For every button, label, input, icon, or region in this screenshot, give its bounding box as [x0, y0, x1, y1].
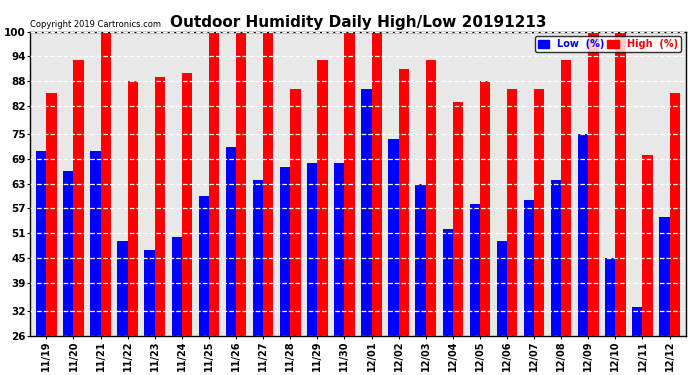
Bar — [199, 196, 209, 336]
Bar — [669, 93, 680, 336]
Bar — [236, 32, 246, 336]
Bar — [561, 60, 571, 336]
Bar — [344, 32, 355, 336]
Bar — [117, 242, 128, 336]
Bar — [589, 32, 599, 336]
Bar — [63, 171, 73, 336]
Bar — [371, 32, 382, 336]
Bar — [497, 242, 507, 336]
Bar — [524, 200, 534, 336]
Bar — [307, 163, 317, 336]
Bar — [470, 204, 480, 336]
Bar — [46, 93, 57, 336]
Bar — [642, 155, 653, 336]
Bar — [453, 102, 463, 336]
Bar — [605, 258, 615, 336]
Bar — [361, 89, 371, 336]
Bar — [442, 229, 453, 336]
Bar — [36, 151, 46, 336]
Bar — [182, 73, 192, 336]
Bar — [399, 69, 409, 336]
Bar — [551, 180, 561, 336]
Bar — [290, 89, 301, 336]
Bar — [388, 138, 399, 336]
Bar — [101, 32, 111, 336]
Bar — [426, 60, 436, 336]
Bar — [534, 89, 544, 336]
Text: Copyright 2019 Cartronics.com: Copyright 2019 Cartronics.com — [30, 20, 161, 28]
Bar — [73, 60, 83, 336]
Bar — [480, 81, 490, 336]
Bar — [263, 32, 273, 336]
Bar — [155, 77, 165, 336]
Bar — [334, 163, 344, 336]
Bar — [226, 147, 236, 336]
Bar — [507, 89, 518, 336]
Bar — [172, 237, 182, 336]
Bar — [615, 32, 626, 336]
Bar — [90, 151, 101, 336]
Bar — [632, 307, 642, 336]
Bar — [317, 60, 328, 336]
Bar — [578, 135, 589, 336]
Bar — [280, 167, 290, 336]
Title: Outdoor Humidity Daily High/Low 20191213: Outdoor Humidity Daily High/Low 20191213 — [170, 15, 546, 30]
Legend: Low  (%), High  (%): Low (%), High (%) — [535, 36, 681, 52]
Bar — [144, 250, 155, 336]
Bar — [128, 81, 138, 336]
Bar — [415, 184, 426, 336]
Bar — [209, 32, 219, 336]
Bar — [253, 180, 263, 336]
Bar — [659, 217, 669, 336]
